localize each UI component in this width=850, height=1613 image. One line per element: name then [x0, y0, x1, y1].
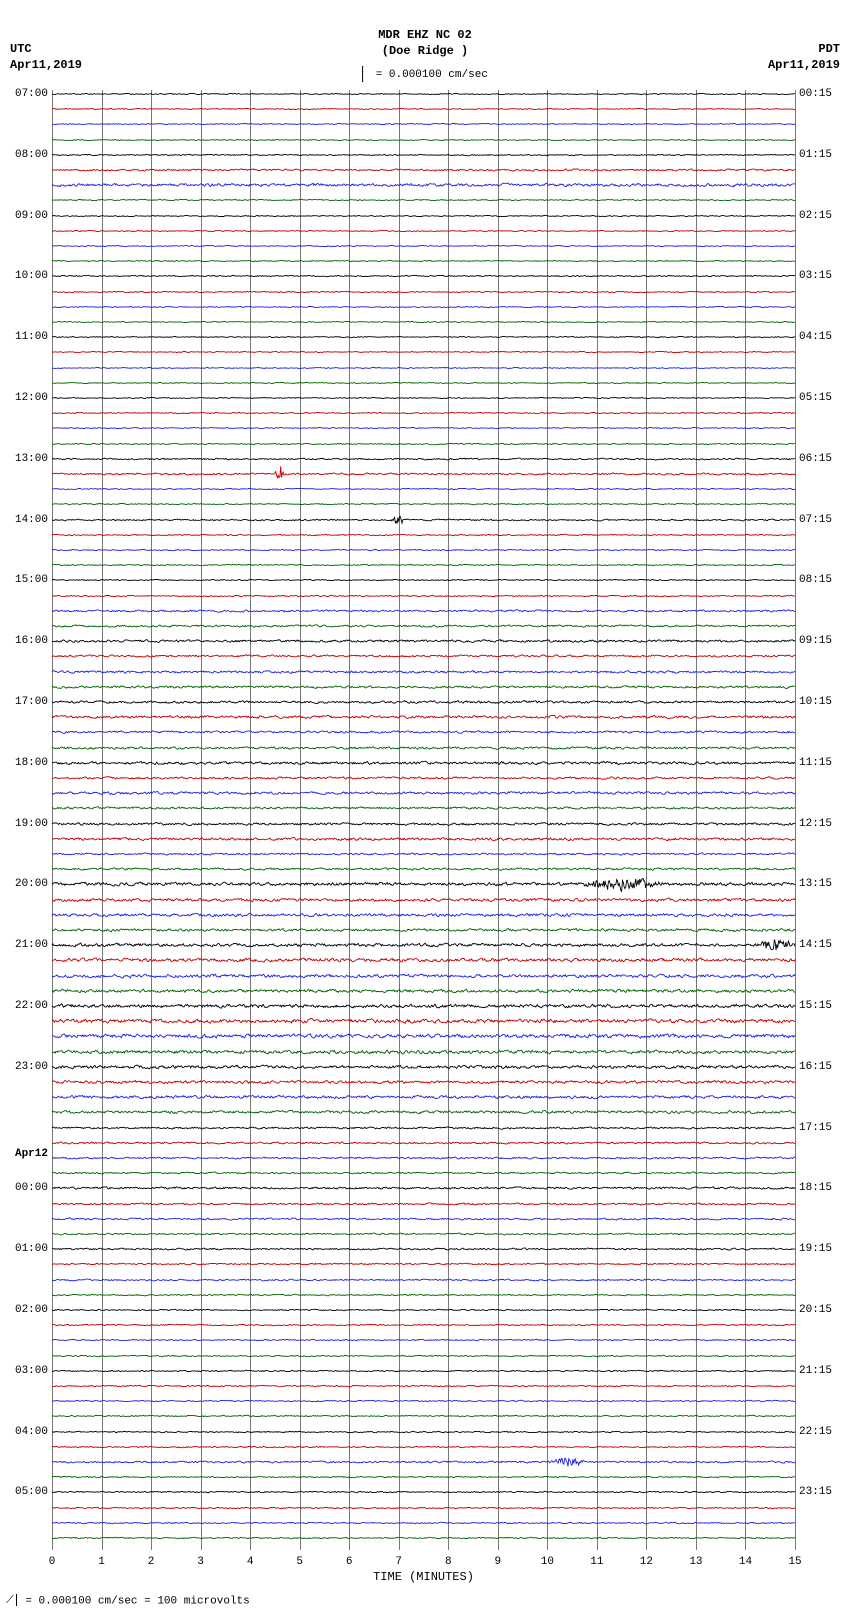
tz-right-label: PDT [768, 42, 840, 58]
y-right-label: 11:15 [799, 757, 847, 769]
y-right-label: 21:15 [799, 1365, 847, 1377]
y-right-label: 20:15 [799, 1304, 847, 1316]
y-left-label: 19:00 [2, 818, 48, 830]
y-left-label: 12:00 [2, 392, 48, 404]
x-tick-label: 4 [247, 1556, 254, 1568]
x-tick-label: 2 [148, 1556, 155, 1568]
y-right-label: 03:15 [799, 270, 847, 282]
y-right-label: 12:15 [799, 818, 847, 830]
y-right-label: 23:15 [799, 1486, 847, 1498]
x-axis-title: TIME (MINUTES) [373, 1570, 474, 1584]
grid-line [795, 90, 796, 1550]
tz-right: PDT Apr11,2019 [768, 42, 840, 73]
x-tick-label: 12 [640, 1556, 653, 1568]
x-tick-label: 7 [395, 1556, 402, 1568]
footer-scale-bar: ⟋ [6, 1594, 19, 1607]
y-right-label: 07:15 [799, 514, 847, 526]
y-right-label: 13:15 [799, 878, 847, 890]
x-tick-label: 13 [689, 1556, 702, 1568]
y-left-label: 01:00 [2, 1243, 48, 1255]
y-right-label: 14:15 [799, 939, 847, 951]
x-tick-label: 6 [346, 1556, 353, 1568]
y-right-label: 00:15 [799, 88, 847, 100]
y-left-label: 09:00 [2, 210, 48, 222]
y-right-label: 08:15 [799, 574, 847, 586]
y-left-label: 04:00 [2, 1426, 48, 1438]
scale-indicator: = 0.000100 cm/sec [362, 66, 488, 82]
y-left-label: 07:00 [2, 88, 48, 100]
x-tick-label: 14 [739, 1556, 752, 1568]
y-right-label: 02:15 [799, 210, 847, 222]
y-right-label: 05:15 [799, 392, 847, 404]
y-right-label: 10:15 [799, 696, 847, 708]
x-tick-label: 8 [445, 1556, 452, 1568]
x-tick-label: 9 [494, 1556, 501, 1568]
y-left-label: 00:00 [2, 1182, 48, 1194]
y-right-label: 22:15 [799, 1426, 847, 1438]
x-tick-label: 15 [788, 1556, 801, 1568]
y-left-label: 15:00 [2, 574, 48, 586]
station-line: MDR EHZ NC 02 [0, 28, 850, 44]
y-left-label: 02:00 [2, 1304, 48, 1316]
scale-bar-icon [362, 66, 363, 82]
y-left-label: 14:00 [2, 514, 48, 526]
y-left-label: 10:00 [2, 270, 48, 282]
x-tick-label: 10 [541, 1556, 554, 1568]
y-left-label: 20:00 [2, 878, 48, 890]
x-tick-label: 11 [590, 1556, 603, 1568]
y-left-label: 23:00 [2, 1061, 48, 1073]
y-left-label: 03:00 [2, 1365, 48, 1377]
header: MDR EHZ NC 02 (Doe Ridge ) [0, 28, 850, 59]
y-right-label: 19:15 [799, 1243, 847, 1255]
y-left-label: 17:00 [2, 696, 48, 708]
footer-scale: ⟋ = 0.000100 cm/sec = 100 microvolts [6, 1594, 250, 1607]
y-left-label: 11:00 [2, 331, 48, 343]
day-marker: Apr12 [2, 1148, 48, 1160]
y-right-label: 09:15 [799, 635, 847, 647]
y-right-label: 06:15 [799, 453, 847, 465]
y-right-label: 01:15 [799, 149, 847, 161]
x-tick-label: 5 [296, 1556, 303, 1568]
y-left-label: 21:00 [2, 939, 48, 951]
y-left-label: 13:00 [2, 453, 48, 465]
seismogram-plot: TIME (MINUTES) 012345678910111213141507:… [52, 90, 795, 1550]
scale-text: = 0.000100 cm/sec [376, 69, 488, 81]
x-tick-label: 1 [98, 1556, 105, 1568]
seismic-trace [52, 1526, 795, 1550]
y-left-label: 22:00 [2, 1000, 48, 1012]
y-right-label: 15:15 [799, 1000, 847, 1012]
x-tick-label: 0 [49, 1556, 56, 1568]
x-tick-label: 3 [197, 1556, 204, 1568]
y-right-label: 17:15 [799, 1122, 847, 1134]
y-left-label: 08:00 [2, 149, 48, 161]
station-name: (Doe Ridge ) [0, 44, 850, 60]
y-right-label: 16:15 [799, 1061, 847, 1073]
y-right-label: 04:15 [799, 331, 847, 343]
y-right-label: 18:15 [799, 1182, 847, 1194]
tz-right-date: Apr11,2019 [768, 58, 840, 74]
y-left-label: 18:00 [2, 757, 48, 769]
y-left-label: 16:00 [2, 635, 48, 647]
y-left-label: 05:00 [2, 1486, 48, 1498]
footer-text: = 0.000100 cm/sec = 100 microvolts [25, 1595, 249, 1607]
tz-left-date: Apr11,2019 [10, 58, 82, 74]
